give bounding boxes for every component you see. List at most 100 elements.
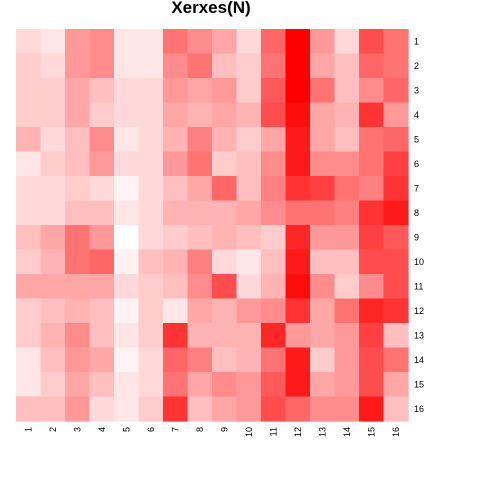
heatmap-cell bbox=[114, 127, 140, 153]
heatmap-cell bbox=[163, 200, 189, 226]
heatmap-cell bbox=[163, 225, 189, 251]
heatmap-cell bbox=[89, 225, 115, 251]
heatmap-cell bbox=[114, 225, 140, 251]
heatmap-cell bbox=[16, 127, 42, 153]
heatmap-cell bbox=[383, 274, 409, 300]
heatmap-cell bbox=[187, 372, 213, 398]
heatmap-cell bbox=[383, 151, 409, 177]
heatmap-cell bbox=[187, 396, 213, 422]
heatmap-cell bbox=[285, 396, 311, 422]
heatmap-cell bbox=[359, 127, 385, 153]
heatmap-cell bbox=[285, 102, 311, 128]
heatmap-cell bbox=[65, 102, 91, 128]
heatmap-cell bbox=[138, 29, 164, 55]
heatmap-cell bbox=[163, 53, 189, 79]
heatmap-cell bbox=[236, 225, 262, 251]
heatmap-cell bbox=[383, 176, 409, 202]
column-label: 14 bbox=[342, 427, 352, 437]
row-label: 13 bbox=[414, 330, 424, 340]
heatmap-cell bbox=[16, 347, 42, 373]
heatmap-cell bbox=[65, 176, 91, 202]
heatmap-cell bbox=[236, 127, 262, 153]
heatmap-cell bbox=[163, 298, 189, 324]
heatmap-cell bbox=[114, 176, 140, 202]
heatmap-cell bbox=[285, 347, 311, 373]
heatmap-cell bbox=[236, 102, 262, 128]
column-labels: 1 2 3 4 5 6 7 8 9 10 11 12 13 14 15 16 bbox=[23, 427, 401, 437]
heatmap-cell bbox=[334, 151, 360, 177]
heatmap-cell bbox=[334, 225, 360, 251]
heatmap-cell bbox=[359, 29, 385, 55]
heatmap-cell bbox=[383, 372, 409, 398]
heatmap-cell bbox=[261, 347, 287, 373]
heatmap-cell bbox=[236, 53, 262, 79]
heatmap-cell bbox=[261, 53, 287, 79]
heatmap-cell bbox=[187, 78, 213, 104]
heatmap-cell bbox=[212, 298, 238, 324]
heatmap-cell bbox=[261, 372, 287, 398]
heatmap-cell bbox=[89, 249, 115, 275]
heatmap-cell bbox=[359, 274, 385, 300]
heatmap-cell bbox=[261, 323, 287, 349]
heatmap-cell bbox=[261, 78, 287, 104]
chart-title: Xerxes(N) bbox=[171, 0, 250, 17]
heatmap-cell bbox=[40, 29, 66, 55]
heatmap-cell bbox=[40, 249, 66, 275]
heatmap-cell bbox=[65, 347, 91, 373]
heatmap-cell bbox=[89, 53, 115, 79]
heatmap-cell bbox=[114, 249, 140, 275]
column-label: 9 bbox=[219, 427, 229, 432]
heatmap-cell bbox=[334, 102, 360, 128]
heatmap-cell bbox=[114, 53, 140, 79]
row-label: 3 bbox=[414, 85, 419, 95]
heatmap-cell bbox=[310, 372, 336, 398]
heatmap-cell bbox=[187, 225, 213, 251]
heatmap-cell bbox=[16, 249, 42, 275]
heatmap-cell bbox=[138, 151, 164, 177]
heatmap-cell bbox=[212, 200, 238, 226]
heatmap-cell bbox=[163, 151, 189, 177]
column-label: 4 bbox=[97, 427, 107, 432]
heatmap-cell bbox=[359, 249, 385, 275]
heatmap-cell bbox=[212, 176, 238, 202]
heatmap-cell bbox=[187, 274, 213, 300]
column-label: 3 bbox=[72, 427, 82, 432]
heatmap-cell bbox=[285, 274, 311, 300]
heatmap-cell bbox=[359, 372, 385, 398]
heatmap-cell bbox=[261, 396, 287, 422]
heatmap-cell bbox=[65, 298, 91, 324]
heatmap-cell bbox=[138, 372, 164, 398]
row-label: 4 bbox=[414, 110, 419, 120]
heatmap-cell bbox=[65, 274, 91, 300]
column-label: 8 bbox=[195, 427, 205, 432]
heatmap-cell bbox=[187, 151, 213, 177]
heatmap-cell bbox=[334, 78, 360, 104]
heatmap-cell bbox=[383, 102, 409, 128]
heatmap-cell bbox=[16, 323, 42, 349]
heatmap-cell bbox=[334, 29, 360, 55]
heatmap-cell bbox=[310, 78, 336, 104]
column-label: 11 bbox=[268, 427, 278, 436]
heatmap-cell bbox=[187, 200, 213, 226]
heatmap-cell bbox=[261, 298, 287, 324]
heatmap-cell bbox=[163, 396, 189, 422]
heatmap-cell bbox=[163, 274, 189, 300]
heatmap-cell bbox=[212, 396, 238, 422]
heatmap-cell bbox=[40, 176, 66, 202]
heatmap-cell bbox=[383, 225, 409, 251]
heatmap-cell bbox=[40, 323, 66, 349]
heatmap-cell bbox=[285, 249, 311, 275]
heatmap-cell bbox=[163, 372, 189, 398]
heatmap-cell bbox=[114, 151, 140, 177]
column-label: 7 bbox=[170, 427, 180, 432]
heatmap-cell bbox=[187, 127, 213, 153]
heatmap-cell bbox=[285, 298, 311, 324]
heatmap-cell bbox=[310, 151, 336, 177]
heatmap-cell bbox=[187, 29, 213, 55]
row-label: 2 bbox=[414, 61, 419, 71]
heatmap-cell bbox=[40, 53, 66, 79]
heatmap-cell bbox=[89, 372, 115, 398]
heatmap-cell bbox=[310, 249, 336, 275]
heatmap-cell bbox=[383, 127, 409, 153]
